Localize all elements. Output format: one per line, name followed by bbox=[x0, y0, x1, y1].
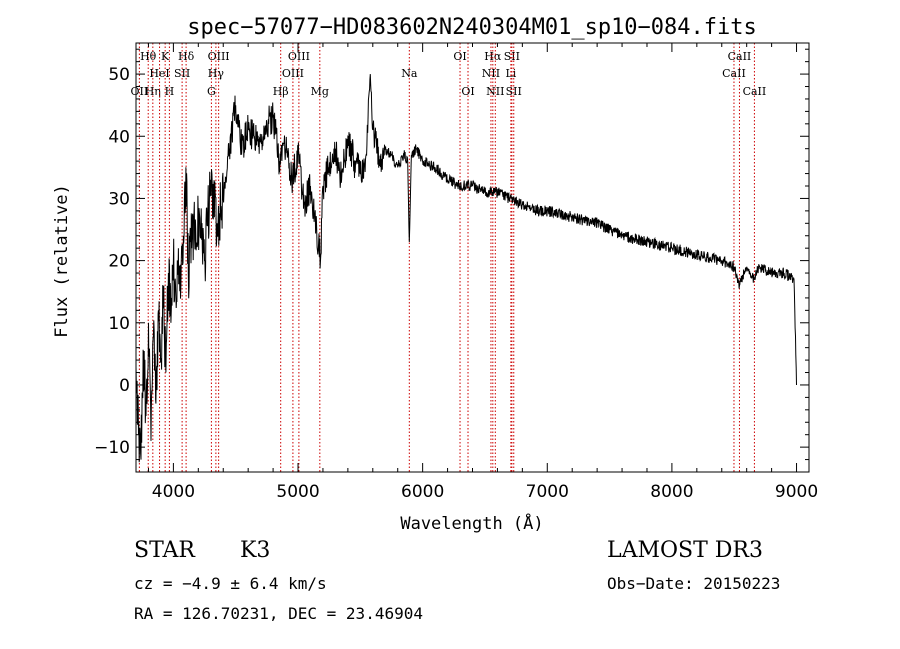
spectral-line-label: Hη bbox=[145, 85, 161, 98]
y-tick-label: 30 bbox=[108, 189, 130, 209]
coordinates-text: RA = 126.70231, DEC = 23.46904 bbox=[134, 604, 423, 623]
spectral-line-label: Hδ bbox=[178, 50, 195, 63]
series-layer bbox=[135, 74, 797, 463]
flux-series-line bbox=[135, 74, 797, 463]
spectral-line-label: Hθ bbox=[140, 50, 157, 63]
spectral-line-label: NII bbox=[486, 85, 504, 98]
spectral-subclass: K3 bbox=[240, 538, 271, 563]
spectral-line-label: Na bbox=[401, 67, 418, 80]
x-tick-label: 6000 bbox=[401, 482, 444, 502]
spectral-line-label: CaII bbox=[728, 50, 752, 63]
spectral-line-label: SII bbox=[504, 50, 520, 63]
y-tick-label: 0 bbox=[119, 376, 130, 396]
spectral-line-label: Mg bbox=[311, 85, 329, 98]
x-axis-label: Wavelength (Å) bbox=[400, 512, 543, 534]
spectral-line-label: CaII bbox=[722, 67, 746, 80]
y-axis-label: Flux (relative) bbox=[52, 184, 72, 338]
spectral-line-label: SII bbox=[174, 67, 190, 80]
spectral-line-label: HeI bbox=[149, 67, 169, 80]
survey-name: LAMOST DR3 bbox=[607, 538, 763, 563]
spectral-line-label: Li bbox=[505, 67, 516, 80]
ticks-layer: 4000 5000 6000 7000 8000 9000 −10 0 10 20 30 40 50 bbox=[94, 43, 818, 502]
spectral-line-label: SII bbox=[506, 85, 522, 98]
spectral-line-label: OIII bbox=[208, 50, 230, 63]
spectral-line-label: G bbox=[207, 85, 216, 98]
x-tick-label: 8000 bbox=[650, 482, 693, 502]
spectral-line-label: Hα bbox=[484, 50, 502, 63]
y-tick-label: 50 bbox=[108, 65, 130, 85]
x-tick-label: 9000 bbox=[775, 482, 818, 502]
spectral-line-label: H bbox=[165, 85, 175, 98]
redshift-text: cz = −4.9 ± 6.4 km/s bbox=[134, 574, 327, 593]
spectral-line-label: K bbox=[161, 50, 170, 63]
spectral-line-label: NII bbox=[482, 67, 500, 80]
y-tick-label: −10 bbox=[94, 438, 130, 458]
y-tick-label: 20 bbox=[108, 252, 130, 272]
obs-date: Obs−Date: 20150223 bbox=[607, 574, 781, 593]
spectral-line-label: OI bbox=[461, 85, 474, 98]
x-tick-label: 7000 bbox=[526, 482, 569, 502]
y-tick-label: 10 bbox=[108, 314, 130, 334]
spectral-line-label: OIII bbox=[282, 67, 304, 80]
plot-frame bbox=[135, 42, 810, 473]
x-tick-label: 4000 bbox=[152, 482, 195, 502]
spectral-line-label: Hβ bbox=[273, 85, 289, 98]
spectral-line-label: CaII bbox=[743, 85, 767, 98]
spectral-line-label: OI bbox=[453, 50, 466, 63]
x-tick-label: 5000 bbox=[276, 482, 319, 502]
spectral-line-label: OIII bbox=[288, 50, 310, 63]
chart-title: spec−57077−HD083602N240304M01_sp10−084.f… bbox=[187, 15, 757, 40]
spectral-line-label: Hγ bbox=[208, 67, 225, 80]
y-tick-label: 40 bbox=[108, 127, 130, 147]
object-class: STAR bbox=[134, 538, 195, 563]
spectral-line-label: OII bbox=[131, 85, 149, 98]
